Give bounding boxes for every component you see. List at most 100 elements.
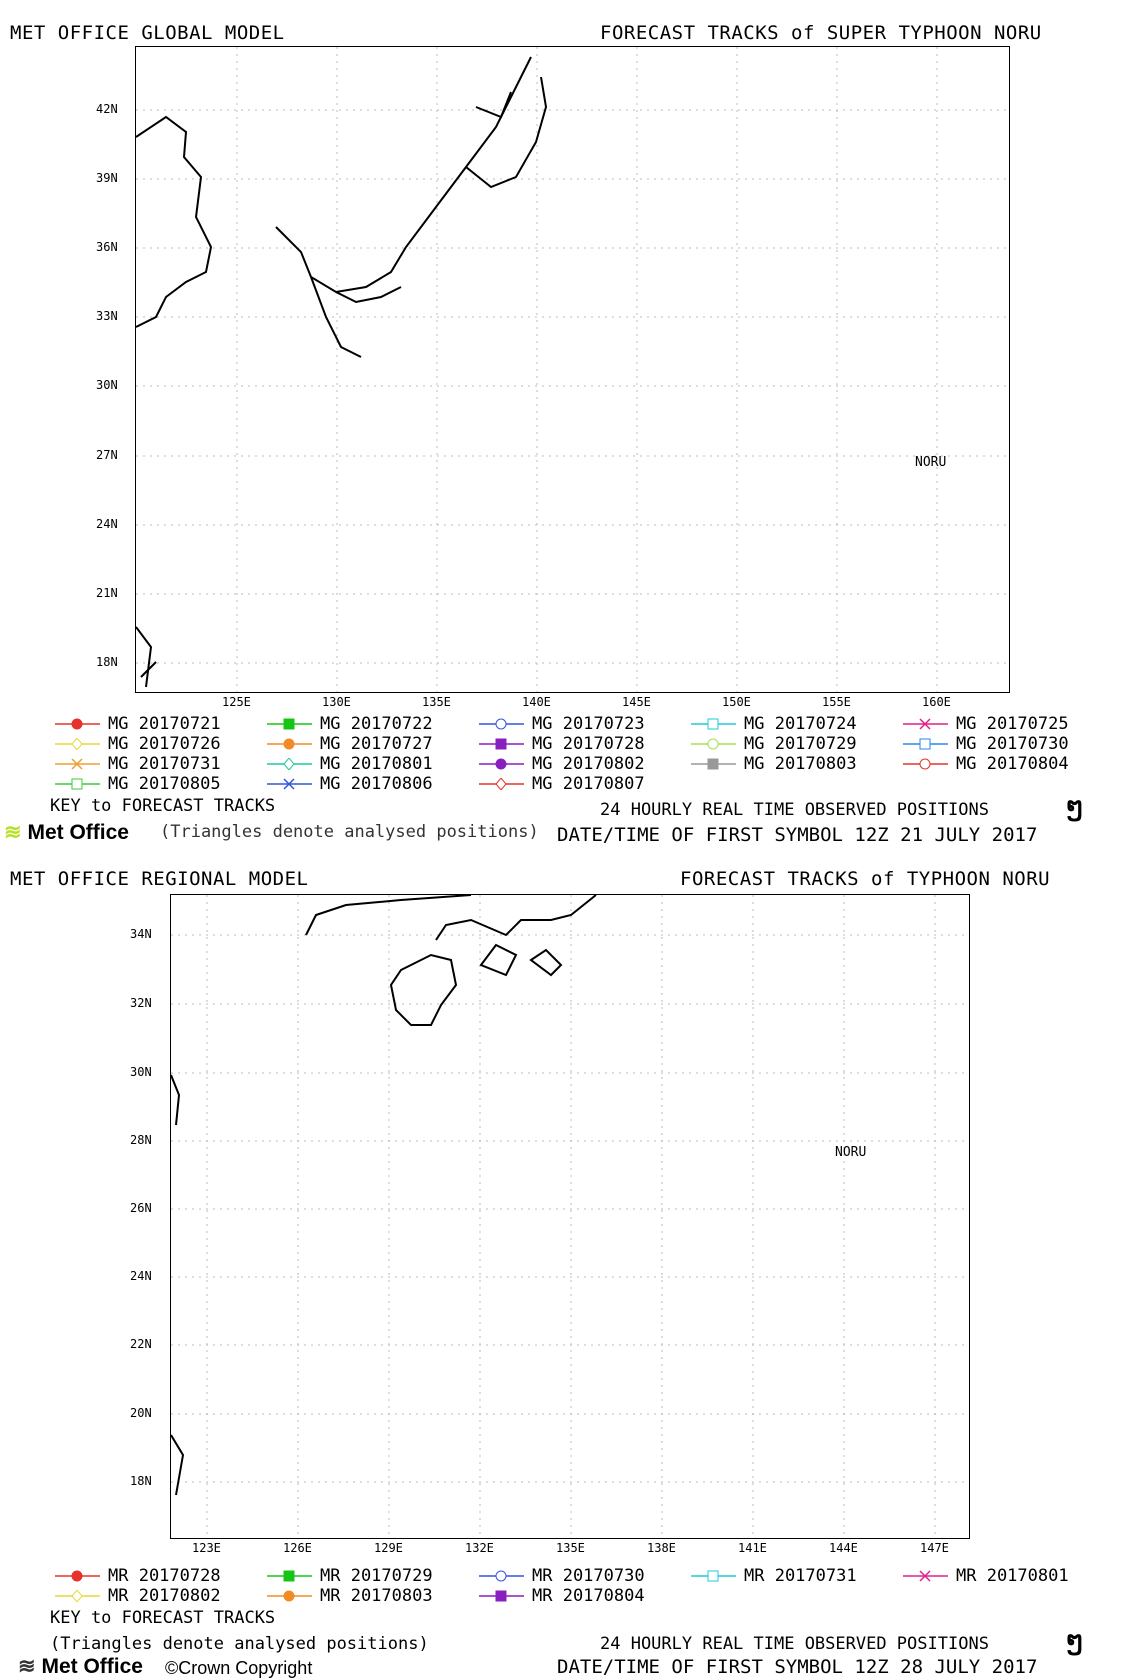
regional-lat-label-32n: 32N	[130, 996, 152, 1010]
legend-line-icon	[691, 1570, 736, 1582]
regional-legend-item: MR 20170801	[903, 1566, 1069, 1586]
met-office-wave-icon: ≋	[18, 1655, 36, 1678]
legend-marker	[71, 758, 83, 770]
legend-label: MG 20170807	[532, 774, 645, 794]
legend-label: MG 20170727	[320, 734, 433, 754]
legend-line-icon	[55, 778, 100, 790]
global-header-right: FORECAST TRACKS of SUPER TYPHOON NORU	[600, 22, 1042, 44]
global-lat-label-33n: 33N	[96, 309, 118, 323]
global-gridlines	[136, 47, 1009, 692]
legend-label: MG 20170721	[108, 714, 221, 734]
legend-line-icon	[691, 758, 736, 770]
global-lat-label-18n: 18N	[96, 655, 118, 669]
global-lon-label-155e: 155E	[822, 695, 851, 709]
legend-line-icon	[479, 778, 524, 790]
legend-marker	[919, 1570, 931, 1582]
legend-label: MG 20170725	[956, 714, 1069, 734]
legend-line-icon	[55, 1570, 100, 1582]
legend-marker	[495, 1590, 507, 1602]
regional-lon-label-129e: 129E	[374, 1541, 403, 1555]
legend-marker	[283, 1570, 295, 1582]
legend-line-icon	[903, 1570, 948, 1582]
legend-line-icon	[55, 718, 100, 730]
global-lon-label-135e: 135E	[422, 695, 451, 709]
regional-legend-item: MR 20170730	[479, 1566, 645, 1586]
regional-lat-label-30n: 30N	[130, 1065, 152, 1079]
copyright-text: ©Crown Copyright	[165, 1658, 313, 1678]
typhoon-symbol-icon: ໆ	[1066, 792, 1084, 822]
regional-header-right: FORECAST TRACKS of TYPHOON NORU	[680, 868, 1051, 890]
legend-line-icon	[267, 778, 312, 790]
legend-marker	[71, 1570, 83, 1582]
regional-legend-item: MR 20170804	[479, 1586, 645, 1606]
regional-lat-label-22n: 22N	[130, 1337, 152, 1351]
legend-line-icon	[55, 738, 100, 750]
legend-label: MR 20170802	[108, 1586, 221, 1606]
legend-label: MG 20170801	[320, 754, 433, 774]
regional-lon-label-138e: 138E	[647, 1541, 676, 1555]
legend-label: MG 20170729	[744, 734, 857, 754]
legend-label: MG 20170723	[532, 714, 645, 734]
global-legend-item: MG 20170724	[691, 714, 857, 734]
legend-line-icon	[267, 1590, 312, 1602]
legend-label: MG 20170728	[532, 734, 645, 754]
global-map	[136, 47, 1009, 692]
regional-lon-label-126e: 126E	[283, 1541, 312, 1555]
global-legend-item: MG 20170725	[903, 714, 1069, 734]
legend-line-icon	[267, 758, 312, 770]
global-storm-label: NORU	[915, 455, 947, 470]
typhoon-symbol-icon: ໆ	[1066, 1626, 1084, 1656]
global-legend-item: MG 20170728	[479, 734, 645, 754]
global-lat-label-42n: 42N	[96, 102, 118, 116]
legend-label: MG 20170730	[956, 734, 1069, 754]
legend-line-icon	[479, 758, 524, 770]
regional-legend-item: MR 20170729	[267, 1566, 433, 1586]
met-office-logo: ≋ Met Office	[4, 821, 129, 844]
legend-label: MG 20170802	[532, 754, 645, 774]
global-lat-label-30n: 30N	[96, 378, 118, 392]
legend-marker	[495, 1570, 507, 1582]
global-legend-item: MG 20170806	[267, 774, 433, 794]
legend-marker	[919, 718, 931, 730]
legend-marker	[707, 738, 719, 750]
regional-first-symbol: DATE/TIME OF FIRST SYMBOL 12Z 28 JULY 20…	[557, 1656, 1038, 1678]
regional-lat-label-34n: 34N	[130, 927, 152, 941]
global-first-symbol: DATE/TIME OF FIRST SYMBOL 12Z 21 JULY 20…	[557, 824, 1038, 846]
legend-marker	[71, 718, 83, 730]
legend-marker	[283, 718, 295, 730]
regional-lon-label-132e: 132E	[465, 1541, 494, 1555]
global-lon-label-145e: 145E	[622, 695, 651, 709]
global-legend-item: MG 20170723	[479, 714, 645, 734]
regional-lat-label-24n: 24N	[130, 1269, 152, 1283]
legend-marker	[495, 778, 507, 790]
legend-marker	[919, 738, 931, 750]
global-lat-label-21n: 21N	[96, 586, 118, 600]
legend-line-icon	[55, 758, 100, 770]
regional-lat-label-26n: 26N	[130, 1201, 152, 1215]
legend-label: MR 20170728	[108, 1566, 221, 1586]
legend-line-icon	[55, 1590, 100, 1602]
legend-label: MR 20170730	[532, 1566, 645, 1586]
legend-label: MG 20170804	[956, 754, 1069, 774]
global-coastlines	[136, 56, 548, 688]
regional-observed-label: 24 HOURLY REAL TIME OBSERVED POSITIONS	[600, 1634, 989, 1654]
legend-marker	[71, 778, 83, 790]
global-lon-label-140e: 140E	[522, 695, 551, 709]
legend-line-icon	[267, 1570, 312, 1582]
regional-lat-label-18n: 18N	[130, 1474, 152, 1488]
legend-label: MR 20170803	[320, 1586, 433, 1606]
regional-key-label: KEY to FORECAST TRACKS	[50, 1608, 276, 1628]
legend-label: MR 20170731	[744, 1566, 857, 1586]
regional-lon-label-123e: 123E	[192, 1541, 221, 1555]
legend-marker	[283, 1590, 295, 1602]
global-legend-item: MG 20170726	[55, 734, 221, 754]
regional-lon-label-135e: 135E	[556, 1541, 585, 1555]
legend-label: MG 20170803	[744, 754, 857, 774]
regional-legend-item: MR 20170728	[55, 1566, 221, 1586]
global-legend-item: MG 20170722	[267, 714, 433, 734]
regional-legend-item: MR 20170731	[691, 1566, 857, 1586]
legend-marker	[495, 718, 507, 730]
legend-line-icon	[479, 1570, 524, 1582]
legend-marker	[919, 758, 931, 770]
global-legend-item: MG 20170807	[479, 774, 645, 794]
